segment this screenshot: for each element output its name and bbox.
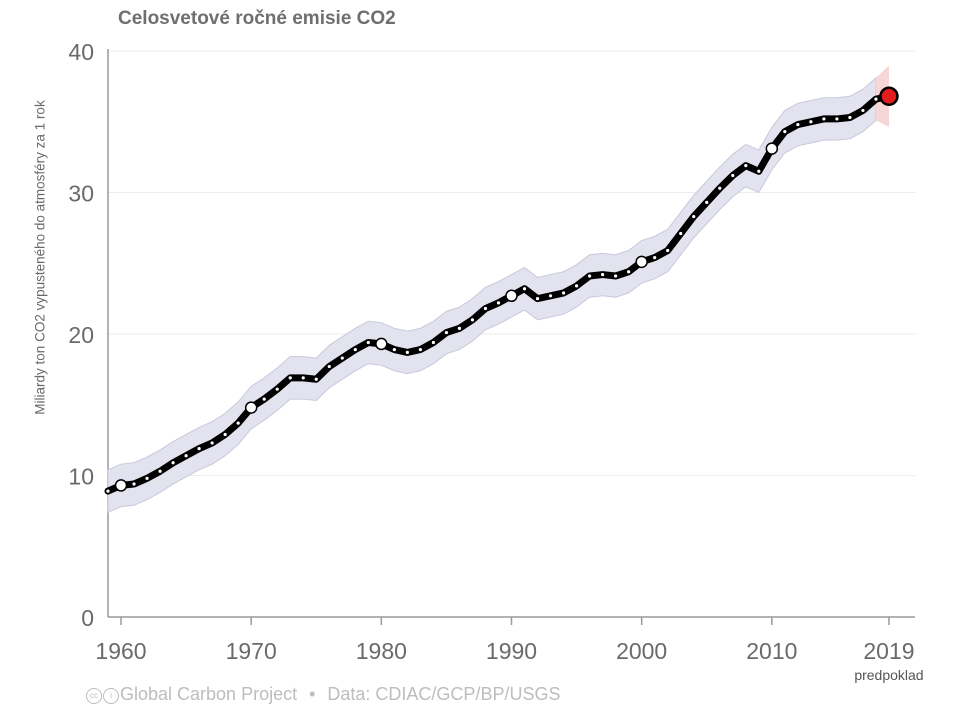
data-point-2003 (679, 231, 683, 236)
data-point-1980 (375, 337, 388, 351)
x-tick-label-1990: 1990 (486, 638, 537, 664)
data-point-1965 (184, 454, 188, 458)
x-tick-label-2000: 2000 (616, 638, 667, 664)
data-point-1996 (587, 274, 592, 278)
data-point-1984 (431, 340, 436, 345)
data-point-1983 (418, 347, 422, 352)
data-point-1969 (236, 421, 240, 425)
data-point-2016 (848, 115, 852, 120)
data-point-1972 (275, 387, 279, 391)
data-point-1963 (158, 469, 162, 473)
attribution-icon: i (103, 688, 119, 704)
footer-project: Global Carbon Project (120, 684, 298, 704)
data-point-1977 (340, 356, 344, 360)
data-point-2000 (635, 255, 648, 269)
data-point-1995 (574, 284, 579, 288)
x-tick-label-1960: 1960 (95, 638, 146, 664)
data-point-2018 (874, 97, 878, 101)
x-tick-label-1970: 1970 (226, 638, 277, 664)
data-point-1967 (210, 441, 214, 445)
data-point-1973 (288, 376, 292, 380)
data-point-1962 (145, 476, 149, 480)
data-point-1993 (548, 294, 553, 298)
data-point-1987 (470, 318, 475, 322)
data-point-1982 (405, 350, 409, 354)
data-point-2012 (796, 122, 800, 127)
y-tick-label-30: 30 (68, 181, 94, 207)
data-point-2017 (861, 108, 865, 113)
data-point-1989 (496, 301, 501, 305)
data-point-1959 (106, 489, 110, 493)
data-point-2011 (783, 130, 787, 134)
x-tick-label-2019: 2019 (863, 638, 914, 664)
data-point-1978 (353, 347, 357, 352)
data-point-1974 (301, 376, 305, 380)
data-point-2007 (731, 173, 735, 178)
data-point-1997 (601, 272, 605, 277)
data-point-2002 (666, 248, 670, 253)
data-point-1992 (535, 297, 540, 301)
data-point-2013 (809, 120, 813, 124)
data-point-1961 (132, 482, 136, 486)
data-point-1990 (505, 289, 518, 303)
data-point-1979 (366, 340, 370, 345)
data-point-1985 (444, 330, 449, 335)
data-point-2014 (822, 117, 826, 121)
y-tick-label-0: 0 (81, 605, 94, 631)
data-point-1994 (561, 291, 566, 295)
chart-title: Celosvetové ročné emisie CO2 (118, 8, 396, 29)
y-tick-label-20: 20 (68, 322, 94, 348)
data-point-2008 (744, 164, 748, 168)
data-point-1975 (314, 377, 318, 381)
y-tick-label-10: 10 (68, 464, 94, 490)
data-point-1988 (483, 306, 488, 311)
data-point-2006 (718, 186, 722, 190)
data-point-2019 (879, 86, 899, 107)
data-point-1981 (392, 347, 396, 352)
data-point-2009 (757, 169, 761, 173)
data-point-1970 (244, 401, 258, 414)
data-point-2001 (653, 255, 657, 260)
footer-separator: • (309, 684, 316, 704)
data-point-1991 (522, 287, 527, 291)
data-point-1998 (614, 274, 618, 278)
data-point-1976 (327, 364, 331, 369)
chart-footer: cc i Global Carbon Project • Data: CDIAC/GCP… (86, 684, 560, 705)
data-point-1999 (627, 270, 631, 274)
data-point-2010 (765, 142, 779, 155)
data-point-1986 (457, 326, 462, 330)
x-tick-label-1980: 1980 (356, 638, 407, 664)
data-point-1968 (223, 432, 227, 437)
data-point-1964 (171, 461, 175, 465)
x-tick-label-2010: 2010 (746, 638, 797, 664)
creative-commons-icon: cc (86, 688, 102, 704)
data-point-2005 (705, 200, 709, 205)
y-tick-label-40: 40 (68, 39, 94, 65)
data-point-1966 (197, 447, 201, 451)
data-point-2004 (692, 214, 696, 219)
forecast-label: predpoklad (854, 667, 923, 683)
uncertainty-band (107, 76, 877, 514)
footer-data-source: Data: CDIAC/GCP/BP/USGS (327, 684, 561, 704)
data-point-2015 (835, 117, 839, 121)
data-point-1971 (262, 397, 266, 401)
data-point-1960 (114, 479, 128, 492)
